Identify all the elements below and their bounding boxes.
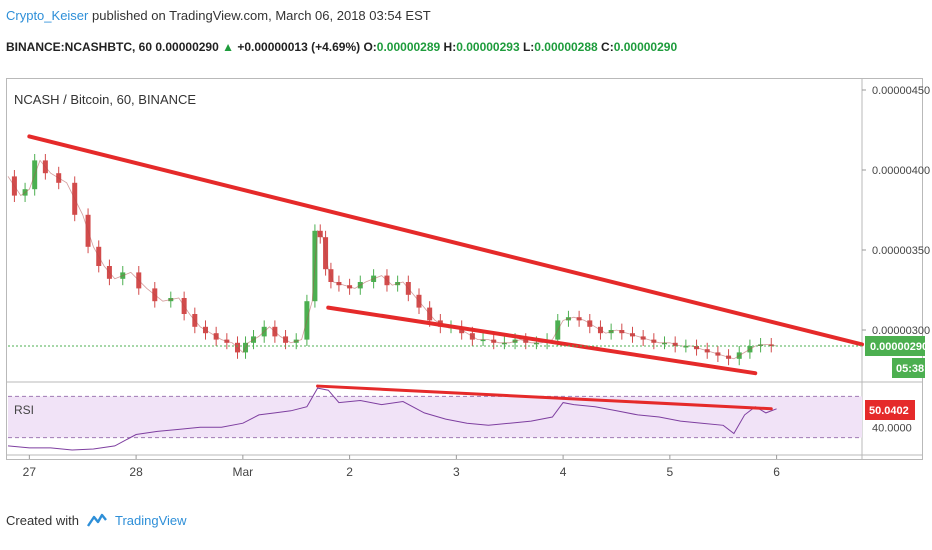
x-tick-label: 4 <box>560 465 567 479</box>
x-tick-label: 5 <box>667 465 674 479</box>
last-price: 0.00000290 <box>155 40 219 54</box>
high-value: 0.00000293 <box>456 40 520 54</box>
ohlc-bar: BINANCE:NCASHBTC, 60 0.00000290 ▲ +0.000… <box>6 40 677 54</box>
y-tick-label: 0.00000400 <box>872 165 930 177</box>
change-value: +0.00000013 (+4.69%) <box>237 40 361 54</box>
author-link[interactable]: Crypto_Keiser <box>6 8 89 23</box>
x-tick-label: 6 <box>773 465 780 479</box>
x-tick-label: 2 <box>346 465 353 479</box>
chart-frame <box>6 78 923 460</box>
candle-body <box>662 342 668 345</box>
rsi-pane: RSI 40.0000 50.0402 <box>6 384 923 456</box>
candle-body <box>533 342 539 345</box>
candle-body <box>501 342 507 345</box>
last-price-label: 0.00000290 <box>870 341 928 353</box>
x-tick-label: Mar <box>233 465 254 479</box>
candle-body <box>683 346 689 348</box>
y-tick-label: 0.00000450 <box>872 85 930 97</box>
rsi-line <box>7 387 777 451</box>
price-line <box>7 159 777 360</box>
created-with-text: Created with <box>6 512 79 528</box>
publish-text: published on TradingView.com, March 06, … <box>92 8 431 23</box>
y-tick-label: 0.00000300 <box>872 325 930 337</box>
trendline <box>27 134 864 347</box>
close-value: 0.00000290 <box>613 40 678 54</box>
rsi-tick-label: 40.0000 <box>872 422 912 434</box>
footer: Created with TradingView <box>6 512 187 528</box>
last-price-tag <box>865 336 925 356</box>
x-tick-label: 3 <box>453 465 460 479</box>
rsi-title: RSI <box>14 403 34 417</box>
low-label: L: <box>522 40 535 54</box>
time-axis: 27 28 Mar 2 3 4 5 6 <box>23 455 780 479</box>
tradingview-link[interactable]: TradingView <box>114 512 187 528</box>
open-value: 0.00000289 <box>376 40 441 54</box>
chart-title: NCASH / Bitcoin, 60, BINANCE <box>14 92 196 107</box>
trendline <box>326 305 758 376</box>
y-tick-label: 0.00000350 <box>872 245 930 257</box>
candle-body <box>480 339 486 342</box>
rsi-value-label: 50.0402 <box>869 405 909 417</box>
symbol-label: BINANCE:NCASHBTC, 60 <box>6 40 153 54</box>
x-tick-label: 28 <box>129 465 143 479</box>
countdown-label: 05:38 <box>896 363 924 375</box>
countdown-tag <box>892 358 925 378</box>
rsi-trendline <box>316 384 773 411</box>
price-pane: NCASH / Bitcoin, 60, BINANCE 0.00000450 0.… <box>6 78 930 460</box>
low-value: 0.00000288 <box>534 40 598 54</box>
close-label: C: <box>601 40 614 54</box>
open-label: O: <box>363 40 377 54</box>
high-label: H: <box>443 40 457 54</box>
x-tick-label: 27 <box>23 465 37 479</box>
rsi-value-tag <box>865 400 915 420</box>
publish-info: Crypto_Keiser published on TradingView.c… <box>6 8 431 23</box>
up-arrow-icon: ▲ <box>222 40 234 54</box>
tradingview-logo-icon <box>86 513 107 527</box>
rsi-band <box>8 396 862 438</box>
